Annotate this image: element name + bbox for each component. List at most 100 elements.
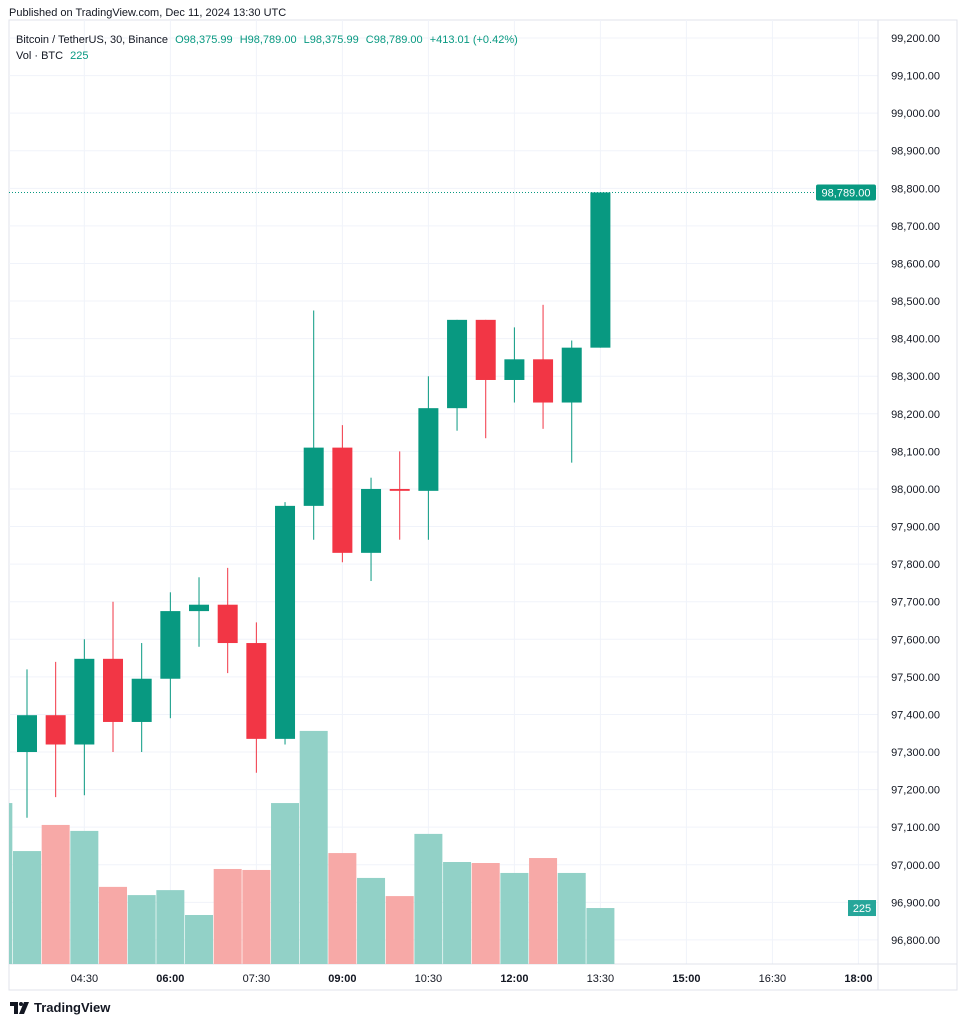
price-tick-label: 97,700.00 (891, 597, 940, 609)
candle-body (74, 658, 95, 745)
price-tick-label: 98,200.00 (891, 409, 940, 421)
volume-value: 225 (70, 50, 89, 62)
time-tick-label: 15:00 (672, 973, 700, 985)
candle-body (217, 604, 238, 644)
price-tick-label: 97,000.00 (891, 860, 940, 872)
price-tick-label: 96,900.00 (891, 897, 940, 909)
time-tick-label: 06:00 (156, 973, 184, 985)
tradingview-logo-text: TradingView (34, 1000, 111, 1015)
volume-bar (557, 872, 586, 964)
ohlc-open: O98,375.99 (175, 34, 233, 46)
volume-bar (586, 908, 615, 964)
volume-bar (9, 803, 13, 964)
time-axis: 04:30 06:00 07:30 09:00 10:30 12:00 13:30 15:00… (71, 973, 873, 985)
price-tick-label: 98,100.00 (891, 446, 940, 458)
volume-bar (127, 895, 156, 964)
price-tick-label: 98,400.00 (891, 334, 940, 346)
price-axis: 99,200.00 99,100.00 99,000.00 98,900.00 98,8… (891, 33, 940, 947)
ohlc-close: C98,789.00 (365, 34, 423, 46)
candle-body (533, 359, 554, 403)
price-tick-label: 98,300.00 (891, 371, 940, 383)
last-price-label: 98,789.00 (822, 187, 871, 199)
price-tick-label: 99,200.00 (891, 33, 940, 45)
volume-bar (299, 730, 328, 964)
grid (9, 20, 957, 990)
volume-bar (99, 886, 128, 964)
price-tick-label: 98,900.00 (891, 146, 940, 158)
volume-label[interactable]: Vol · BTC (16, 50, 64, 62)
volume-bar (443, 862, 472, 964)
time-tick-label: 13:30 (587, 973, 615, 985)
price-tick-label: 97,800.00 (891, 559, 940, 571)
volume-bar (328, 853, 357, 964)
price-tick-label: 99,000.00 (891, 108, 940, 120)
time-tick-label: 09:00 (328, 973, 356, 985)
symbol-title[interactable]: Bitcoin / TetherUS, 30, Binance (16, 34, 169, 46)
candle-body (131, 678, 152, 722)
candle-body (160, 611, 181, 679)
volume-bar (271, 803, 300, 964)
volume-bar (185, 914, 214, 964)
time-tick-label: 16:30 (759, 973, 787, 985)
candle-body (504, 359, 525, 380)
published-note: Published on TradingView.com, Dec 11, 20… (9, 7, 287, 19)
time-tick-label: 18:00 (844, 973, 872, 985)
volume-bar (471, 863, 500, 964)
volume-bar (156, 890, 185, 964)
ohlc-low: L98,375.99 (303, 34, 359, 46)
volume-bars (9, 730, 615, 964)
chart-frame (8, 19, 958, 991)
volume-bar (414, 833, 443, 964)
volume-bar (357, 877, 386, 964)
candle-body (361, 488, 382, 553)
ohlc-high: H98,789.00 (239, 34, 297, 46)
price-tick-label: 98,600.00 (891, 258, 940, 270)
candle-body (332, 447, 353, 553)
volume-bar (242, 869, 271, 964)
candle-body (389, 488, 410, 491)
price-tick-label: 97,400.00 (891, 709, 940, 721)
volume-bar (213, 868, 242, 964)
time-tick-label: 07:30 (243, 973, 271, 985)
last-markers: 98,789.00 225 (9, 184, 876, 917)
volume-bar (529, 858, 558, 964)
candle-body (189, 604, 210, 612)
price-tick-label: 97,300.00 (891, 747, 940, 759)
candle-body (17, 715, 37, 753)
candle-body (418, 408, 439, 491)
candle-body (561, 347, 582, 403)
price-tick-label: 98,500.00 (891, 296, 940, 308)
last-volume-label: 225 (853, 903, 871, 915)
price-tick-label: 97,600.00 (891, 634, 940, 646)
candle-body (246, 643, 267, 739)
tradingview-logo[interactable]: TradingView (10, 1000, 110, 1015)
volume-bar (500, 872, 529, 964)
candle-body (303, 447, 324, 506)
price-tick-label: 97,900.00 (891, 522, 940, 534)
candle-body (590, 192, 611, 348)
volume-bar (385, 896, 414, 964)
price-tick-label: 96,800.00 (891, 935, 940, 947)
candle-body (275, 505, 296, 739)
price-tick-label: 97,100.00 (891, 822, 940, 834)
legend: Bitcoin / TetherUS, 30, Binance O98,375.… (16, 32, 522, 64)
price-tick-label: 98,800.00 (891, 183, 940, 195)
price-tick-label: 99,100.00 (891, 71, 940, 83)
tradingview-logo-icon (10, 1001, 29, 1014)
price-tick-label: 97,200.00 (891, 785, 940, 797)
candle-body (447, 319, 468, 409)
candle-body (475, 319, 496, 380)
candles (17, 192, 611, 818)
price-tick-label: 98,700.00 (891, 221, 940, 233)
time-tick-label: 04:30 (71, 973, 99, 985)
volume-bar (41, 824, 70, 964)
time-tick-label: 10:30 (415, 973, 443, 985)
last-volume-badge (848, 900, 876, 917)
price-tick-label: 98,000.00 (891, 484, 940, 496)
volume-bar (70, 830, 99, 964)
last-price-badge (816, 184, 876, 201)
time-tick-label: 12:00 (500, 973, 528, 985)
candle-body (45, 715, 66, 745)
ohlc-change: +413.01 (+0.42%) (429, 34, 518, 46)
